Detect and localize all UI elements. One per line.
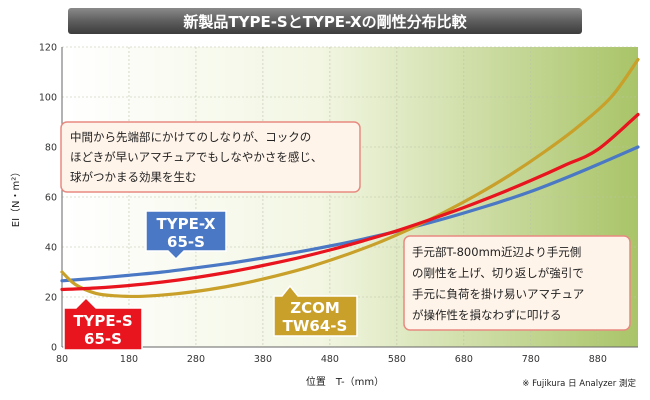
y-tick-label: 60 (45, 193, 57, 204)
series-line-type-s (60, 112, 640, 292)
annotation-box-tip (60, 121, 361, 193)
x-tick-label: 380 (254, 354, 272, 365)
annotation-butt-line-1: 手元部T-800mm近辺より手元側 (412, 245, 581, 259)
x-tick-label: 580 (388, 354, 406, 365)
badge-type-x-line-1: TYPE-X (157, 215, 216, 233)
y-tick-label: 100 (39, 93, 57, 104)
badge-zcom: ZCOM TW64-S (273, 284, 358, 337)
x-tick-label: 280 (187, 354, 205, 365)
x-tick-label: 80 (56, 354, 68, 365)
badge-zcom-line-2: TW64-S (283, 317, 348, 335)
series-lines (60, 57, 640, 299)
x-axis-label: 位置 T-（mm） (306, 375, 384, 388)
x-tick-labels: 80 180 280 380 480 580 680 780 880 (56, 354, 607, 365)
badge-zcom-line-1: ZCOM (290, 299, 340, 317)
x-tick-label: 880 (589, 354, 607, 365)
series-line-zcom (60, 57, 640, 299)
measurement-note: ※ Fujikura 日 Analyzer 測定 (522, 378, 636, 389)
badge-type-x-line-2: 65-S (167, 233, 205, 251)
x-tick-label: 480 (321, 354, 339, 365)
annotation-butt-line-2: の剛性を上げ、切り返しが強引で (412, 266, 584, 280)
y-tick-labels: 0 20 40 60 80 100 120 (39, 43, 57, 354)
y-axis-label: EI（N・m²） (10, 167, 22, 228)
series-line-type-x (60, 145, 640, 283)
annotation-butt-line-4: が操作性を損なわずに叩ける (412, 308, 562, 322)
badge-type-s: TYPE-S 65-S (63, 296, 143, 351)
x-tick-label: 780 (522, 354, 540, 365)
x-tick-label: 680 (455, 354, 473, 365)
y-tick-label: 0 (51, 343, 57, 354)
chart-title: 新製品TYPE-SとTYPE-Xの剛性分布比較 (183, 13, 467, 31)
y-tick-label: 20 (45, 293, 57, 304)
badge-type-x: TYPE-X 65-S (145, 210, 227, 261)
badge-type-s-line-2: 65-S (84, 330, 122, 348)
y-tick-label: 120 (39, 43, 57, 54)
annotation-box-butt (403, 235, 631, 331)
title-bar (68, 8, 582, 34)
annotation-tip-line-3: 球がつかまる効果を生む (70, 170, 197, 184)
y-tick-label: 40 (45, 243, 57, 254)
annotation-tip-line-2: ほどきが早いアマチュアでもしなやかさを感じ、 (70, 150, 322, 164)
annotation-butt-line-3: 手元に負荷を掛け易いアマチュア (412, 287, 584, 301)
y-tick-label: 80 (45, 143, 57, 154)
badge-type-s-line-1: TYPE-S (73, 312, 132, 330)
x-tick-label: 180 (120, 354, 138, 365)
annotation-tip-line-1: 中間から先端部にかけてのしなりが、コックの (70, 130, 311, 144)
